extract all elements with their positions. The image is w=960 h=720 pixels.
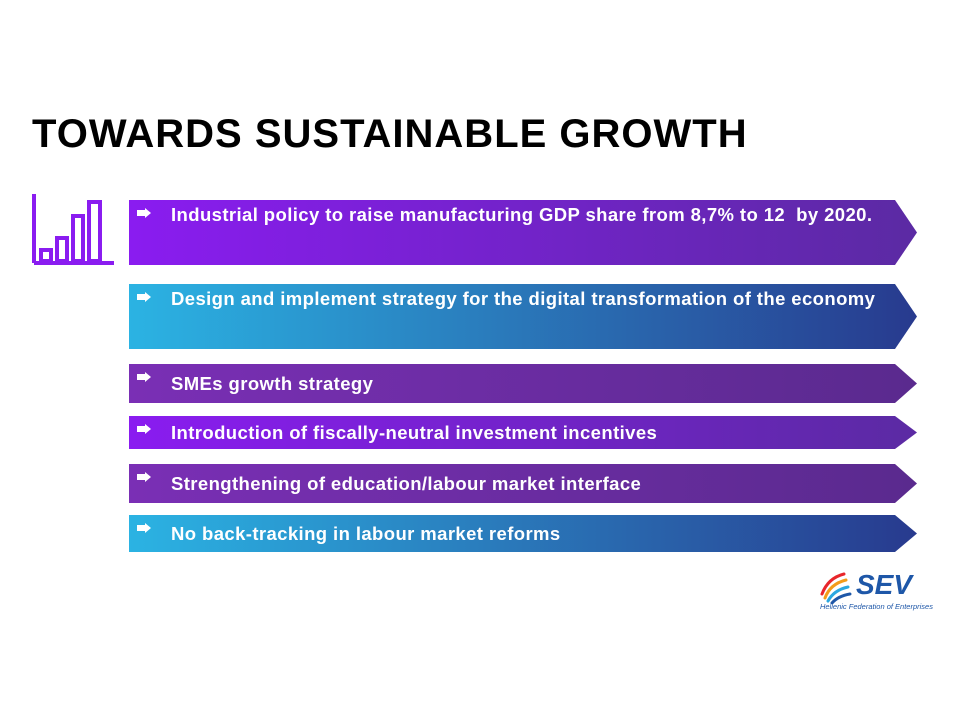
bullet-item: Industrial policy to raise manufacturing… [129,200,917,265]
arrow-right-icon [137,208,151,218]
bullet-item: No back-tracking in labour market reform… [129,515,917,552]
bullet-item: Strengthening of education/labour market… [129,464,917,503]
bullet-banner-shape [129,464,917,503]
logo-wordmark: SEV [856,569,913,600]
slide-title: TOWARDS SUSTAINABLE GROWTH [32,112,748,156]
arrow-right-icon [137,523,151,533]
sev-logo-mark [820,572,852,604]
bullet-item: SMEs growth strategy [129,364,917,403]
bullet-item: Introduction of fiscally-neutral investm… [129,416,917,449]
bullet-text: No back-tracking in labour market reform… [171,523,561,544]
arrow-right-icon [137,292,151,302]
bullet-text: Introduction of fiscally-neutral investm… [171,422,658,443]
arrow-right-icon [137,372,151,382]
bar-chart-icon [32,194,114,265]
bullet-banner-shape [129,200,917,265]
bullet-banner-shape [129,364,917,403]
bullet-text: SMEs growth strategy [171,373,374,394]
sev-logo: SEV Hellenic Federation of Enterprises [818,568,938,616]
arrow-right-icon [137,424,151,434]
bullet-banner-shape [129,284,917,349]
arrow-right-icon [137,472,151,482]
bullet-banner-shape [129,416,917,449]
bullet-text: Industrial policy to raise manufacturing… [171,204,873,225]
bullet-banner-shape [129,515,917,552]
bullet-item: Design and implement strategy for the di… [129,284,917,349]
bullet-text: Strengthening of education/labour market… [171,473,642,494]
bullet-text: Design and implement strategy for the di… [171,288,876,309]
logo-subtitle: Hellenic Federation of Enterprises [820,602,933,611]
